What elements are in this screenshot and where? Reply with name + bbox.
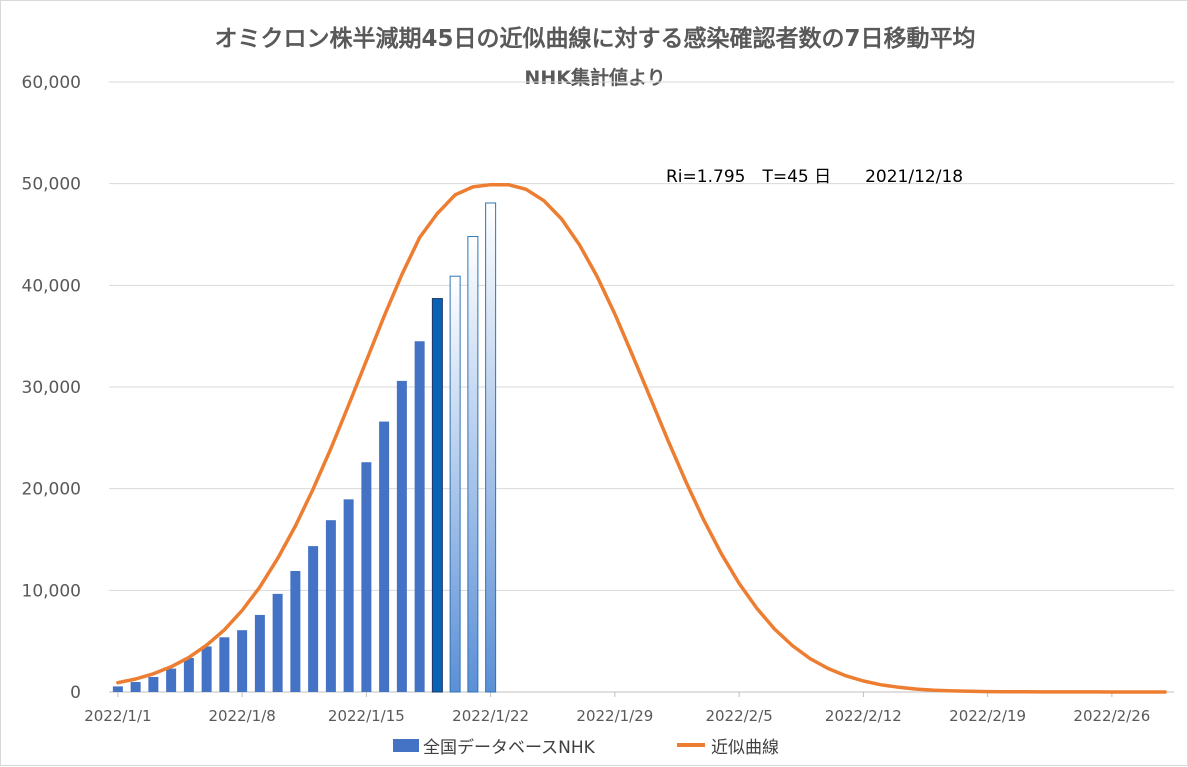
legend-item-line: 近似曲線 <box>677 734 779 758</box>
bar <box>308 546 319 692</box>
bar <box>183 657 194 692</box>
y-tick-label: 0 <box>70 683 81 703</box>
bar-highlighted <box>431 298 443 693</box>
bar-projected <box>449 275 461 693</box>
bar-projected <box>467 236 479 693</box>
legend-bar-label: 全国データベースNHK <box>423 737 595 758</box>
bar <box>254 614 265 692</box>
bar <box>361 462 372 692</box>
legend-line-swatch <box>677 743 705 747</box>
bar <box>325 520 336 692</box>
x-tick-label: 2022/2/12 <box>825 707 902 725</box>
x-tick-label: 2022/2/19 <box>949 707 1026 725</box>
bar <box>343 499 354 692</box>
fitted-curve-line <box>116 182 1167 694</box>
x-tick-label: 2022/1/22 <box>452 707 529 725</box>
x-tick-label: 2022/1/1 <box>84 707 151 725</box>
y-tick-label: 20,000 <box>22 480 81 500</box>
bar <box>414 341 425 692</box>
bar <box>379 421 390 692</box>
x-tick-label: 2022/1/15 <box>328 707 405 725</box>
bar <box>237 630 248 692</box>
legend-bar-swatch <box>393 738 419 752</box>
bar <box>290 571 301 692</box>
y-tick-label: 30,000 <box>22 378 81 398</box>
x-tick-label: 2022/2/26 <box>1073 707 1150 725</box>
x-tick-label: 2022/2/5 <box>705 707 772 725</box>
bar <box>201 646 212 692</box>
bar <box>219 637 230 692</box>
chart-title: オミクロン株半減期45日の近似曲線に対する感染確認者数の7日移動平均 <box>214 26 976 52</box>
bar <box>166 668 177 692</box>
bar <box>148 676 159 692</box>
x-tick-label: 2022/1/29 <box>576 707 653 725</box>
legend-line-label: 近似曲線 <box>711 737 779 758</box>
fit-parameters-annotation: Ri=1.795 T=45 日 2021/12/18 <box>666 167 964 187</box>
bar <box>130 682 141 692</box>
x-tick-label: 2022/1/8 <box>208 707 275 725</box>
y-tick-label: 60,000 <box>22 73 81 93</box>
bar <box>272 593 283 692</box>
chart-subtitle: NHK集計値より <box>524 67 666 89</box>
bar-projected <box>485 202 497 693</box>
bar <box>112 686 123 692</box>
legend-item-bars: 全国データベースNHK <box>393 734 595 758</box>
y-tick-label: 50,000 <box>22 175 81 195</box>
y-tick-label: 10,000 <box>22 581 81 601</box>
y-tick-label: 40,000 <box>22 276 81 296</box>
bar <box>396 380 407 692</box>
